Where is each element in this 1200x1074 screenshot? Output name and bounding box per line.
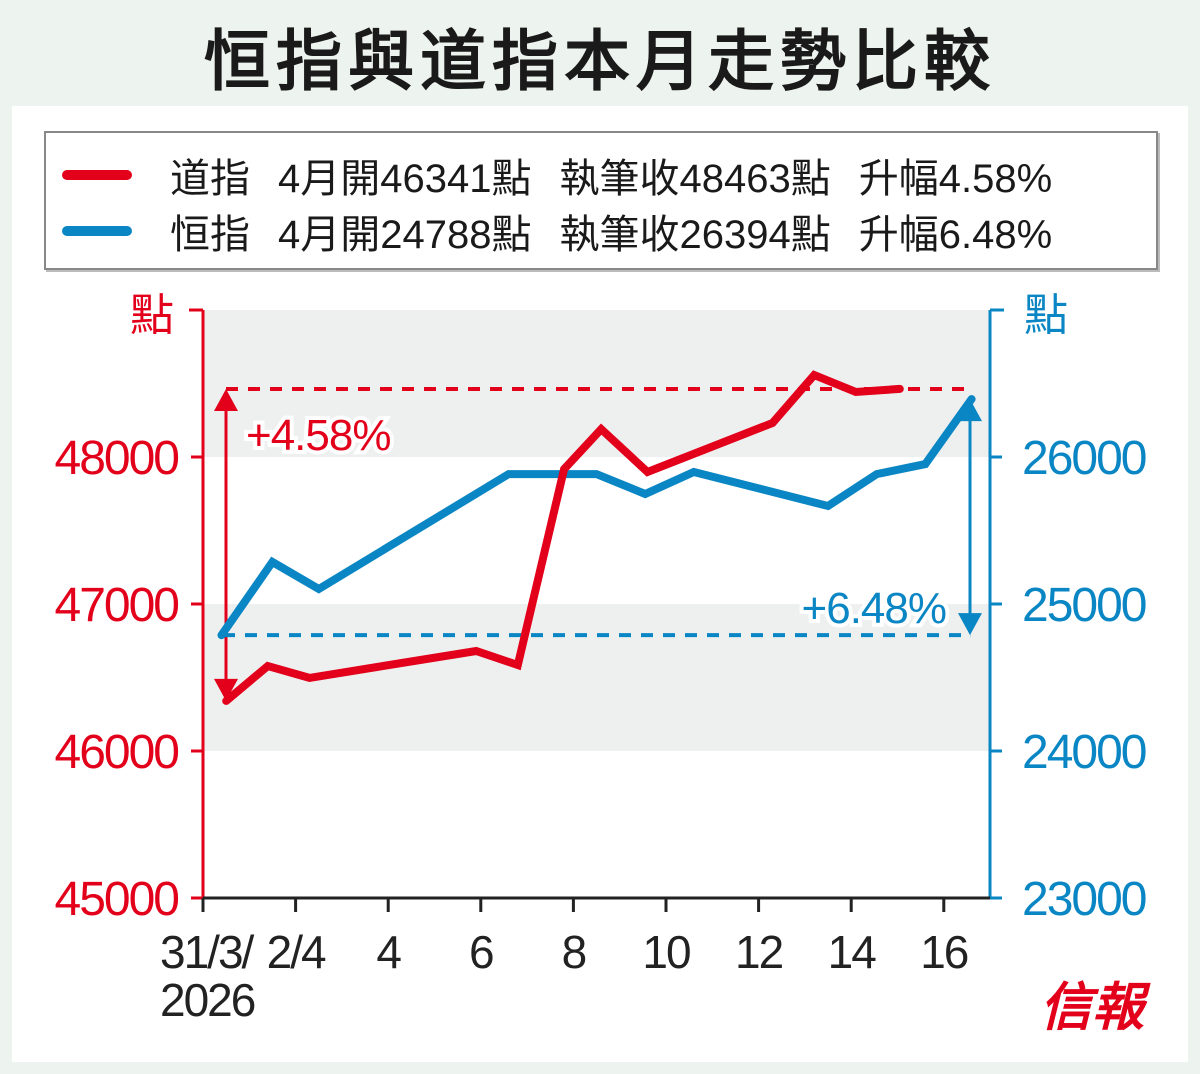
legend-swatch-blue xyxy=(62,226,132,236)
legend-close: 執筆收26394點 xyxy=(559,213,831,257)
right-axis-label: 點 xyxy=(1024,291,1068,340)
left-tick-label: 46000 xyxy=(55,726,179,779)
legend-open: 4月開46341點 xyxy=(278,157,532,201)
logo: 信報 xyxy=(1040,977,1145,1038)
x-tick-label: 2/4 xyxy=(267,926,326,978)
x-tick-label: 16 xyxy=(920,926,968,978)
right-tick-label: 26000 xyxy=(1022,432,1146,485)
legend-name: 恒指 xyxy=(170,213,250,257)
x-tick-label: 12 xyxy=(735,926,783,978)
left-axis-label: 點 xyxy=(130,291,174,340)
legend-swatch-red xyxy=(62,170,132,180)
legend-open: 4月開24788點 xyxy=(278,213,532,257)
x-tick-label: 31/3/ xyxy=(160,926,255,978)
left-tick-label: 45000 xyxy=(55,873,179,926)
arrow-up-icon xyxy=(214,388,238,411)
x-tick-label: 10 xyxy=(642,926,690,978)
legend-item-dow: 道指 4月開46341點 執筆收48463點 升幅4.58% xyxy=(46,147,1052,203)
x-tick-label-year: 2026 xyxy=(160,974,255,1026)
legend-item-hsi: 恒指 4月開24788點 執筆收26394點 升幅6.48% xyxy=(46,203,1052,259)
legend-name: 道指 xyxy=(170,157,250,201)
right-tick-label: 23000 xyxy=(1022,873,1146,926)
legend-change: 升幅6.48% xyxy=(858,213,1053,257)
x-tick-label: 4 xyxy=(376,926,401,978)
legend-change: 升幅4.58% xyxy=(858,157,1053,201)
left-tick-label: 48000 xyxy=(55,432,179,485)
series-line-dow xyxy=(222,370,904,705)
x-tick-label: 14 xyxy=(828,926,877,978)
chart-title: 恒指與道指本月走勢比較 xyxy=(204,23,996,100)
arrow-down-icon xyxy=(214,678,238,701)
legend-close: 執筆收48463點 xyxy=(559,157,831,201)
right-tick-label: 25000 xyxy=(1022,579,1146,632)
right-tick-label: 24000 xyxy=(1022,726,1146,779)
legend: 道指 4月開46341點 執筆收48463點 升幅4.58% 恒指 4月開247… xyxy=(44,131,1158,270)
left-tick-label: 47000 xyxy=(55,579,179,632)
arrow-down-icon xyxy=(958,613,982,636)
change-annotation: +6.48% xyxy=(802,584,946,633)
change-annotation: +4.58% xyxy=(246,411,390,460)
x-tick-label: 8 xyxy=(562,926,586,978)
x-tick-label: 6 xyxy=(469,926,493,978)
